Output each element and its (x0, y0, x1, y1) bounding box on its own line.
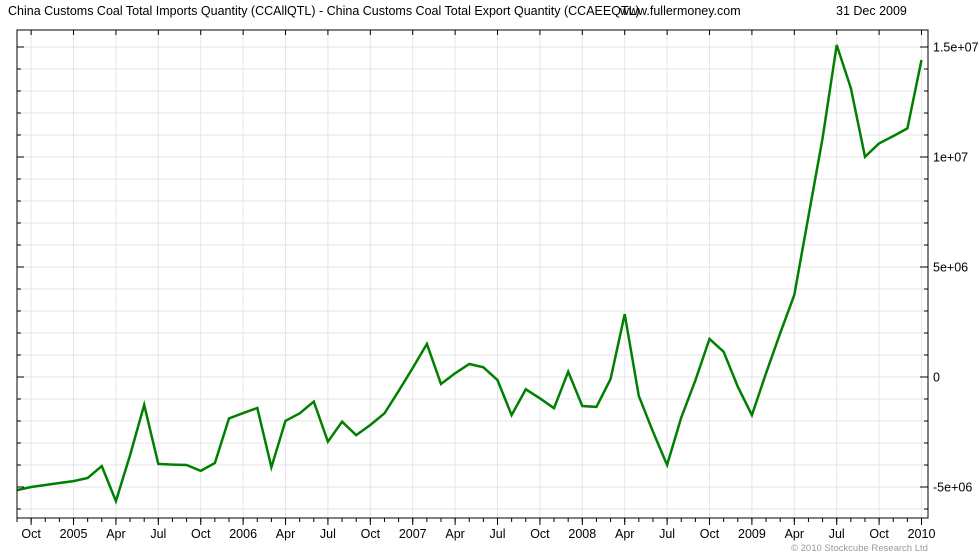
data-series-line (16, 44, 923, 505)
x-axis-label: Jul (659, 527, 675, 541)
x-axis-label: Oct (361, 527, 381, 541)
plot-border (16, 29, 929, 519)
x-axis-label: 2010 (908, 527, 936, 541)
chart-date-label: 31 Dec 2009 (836, 4, 907, 18)
y-axis-label: -5e+06 (933, 481, 972, 495)
x-axis-label: 2006 (229, 527, 257, 541)
chart-title: China Customs Coal Total Imports Quantit… (8, 4, 640, 18)
y-axis-label: 5e+06 (933, 261, 968, 275)
x-axis-label: Oct (21, 527, 41, 541)
x-axis-label: Oct (530, 527, 550, 541)
x-axis-label: Apr (445, 527, 464, 541)
x-axis-label: Jul (490, 527, 506, 541)
x-axis-label: 2007 (399, 527, 427, 541)
x-axis-label: Oct (700, 527, 720, 541)
x-axis-label: 2005 (60, 527, 88, 541)
x-axis-label: Oct (191, 527, 211, 541)
y-axis-label: 0 (933, 371, 940, 385)
y-axis-label: 1.5e+07 (933, 41, 979, 55)
x-axis-label: Apr (785, 527, 804, 541)
x-axis-label: Apr (276, 527, 295, 541)
fullermoney-watermark: www.fullermoney.com (620, 4, 741, 18)
x-axis-label: 2008 (568, 527, 596, 541)
y-axis-label: 1e+07 (933, 151, 968, 165)
x-axis-label: Jul (829, 527, 845, 541)
x-axis-label: Oct (869, 527, 889, 541)
copyright-notice: © 2010 Stockcube Research Ltd (791, 543, 928, 554)
x-axis-label: Apr (615, 527, 634, 541)
x-axis-label: 2009 (738, 527, 766, 541)
x-axis-label: Apr (106, 527, 125, 541)
x-axis-label: Jul (320, 527, 336, 541)
x-axis-label: Jul (150, 527, 166, 541)
